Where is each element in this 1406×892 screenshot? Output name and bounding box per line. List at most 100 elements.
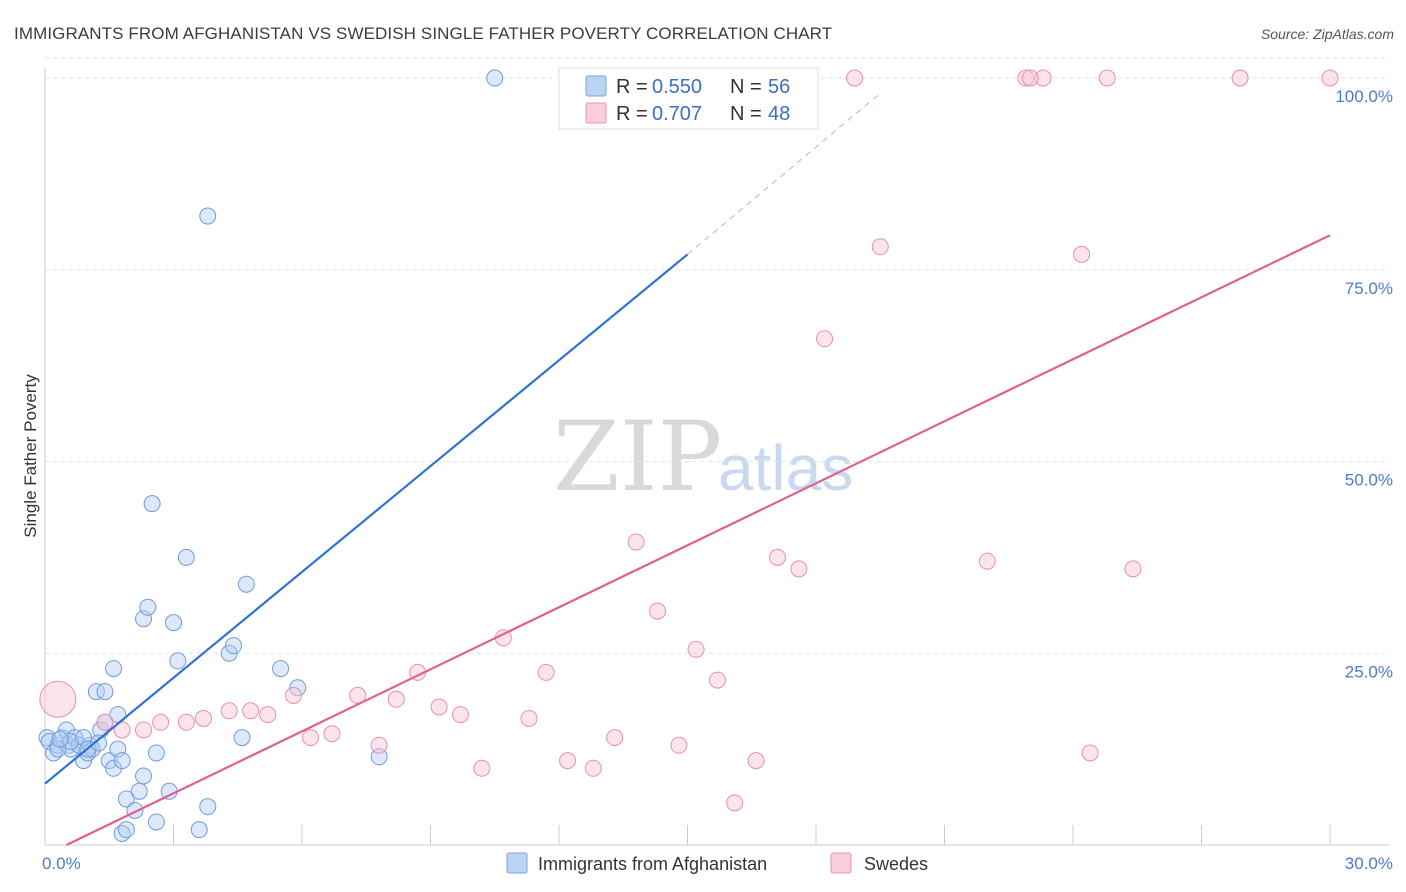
point-afghanistan-49	[486, 69, 504, 87]
point-swedes-30	[708, 671, 726, 689]
point-swedes-2	[113, 721, 131, 739]
series-legend: Immigrants from Afghanistan Swedes	[506, 852, 928, 874]
point-afghanistan-26	[117, 821, 135, 839]
point-afghanistan-48	[370, 748, 388, 766]
point-afghanistan-50	[49, 740, 67, 758]
x-tick-label-0: 0.0%	[42, 854, 81, 873]
point-swedes-12	[323, 725, 341, 743]
y-ticks: 25.0% 50.0% 75.0% 100.0%	[1335, 87, 1393, 681]
legend-n-value-afghanistan: 56	[768, 76, 790, 98]
point-swedes-7	[220, 702, 238, 720]
point-swedes-45	[1231, 69, 1249, 87]
point-afghanistan-14	[87, 683, 105, 701]
point-afghanistan-19	[105, 660, 123, 678]
series-legend-label-swedes: Swedes	[864, 854, 928, 874]
point-swedes-17	[430, 698, 448, 716]
point-swedes-42	[1098, 69, 1116, 87]
legend-r-label-swedes: R =	[616, 103, 648, 125]
legend-swatch-swedes	[585, 102, 607, 124]
trend-line-afghanistan	[44, 253, 689, 785]
legend-n-value-swedes: 48	[768, 103, 790, 125]
point-afghanistan-39	[190, 821, 208, 839]
point-afghanistan-32	[143, 495, 161, 513]
stats-legend: R = 0.550 N = 56 R = 0.707 N = 48	[558, 67, 819, 130]
point-swedes-40	[1034, 69, 1052, 87]
legend-r-value-swedes: 0.707	[652, 103, 702, 125]
point-afghanistan-51	[62, 732, 80, 750]
point-swedes-24	[584, 759, 602, 777]
point-afghanistan-37	[169, 652, 187, 670]
x-tick-label-1: 30.0%	[1345, 854, 1393, 873]
point-swedes-25	[606, 729, 624, 747]
point-afghanistan-25	[117, 790, 135, 808]
point-swedes-3	[135, 721, 153, 739]
y-axis-label: Single Father Poverty	[21, 374, 40, 538]
chart-source: Source: ZipAtlas.com	[1261, 26, 1394, 42]
series-legend-swatch-afghanistan	[506, 852, 528, 874]
legend-r-value-afghanistan: 0.550	[652, 76, 702, 98]
point-afghanistan-17	[96, 683, 114, 701]
legend-n-label-swedes: N =	[730, 103, 762, 125]
point-swedes-35	[816, 330, 834, 348]
point-swedes-32	[747, 752, 765, 770]
y-tick-label-2: 75.0%	[1345, 279, 1393, 298]
point-swedes-8	[242, 702, 260, 720]
x-ticks: 0.0% 30.0%	[42, 854, 1393, 873]
point-swedes-43	[1081, 744, 1099, 762]
point-swedes-37	[871, 238, 889, 256]
point-swedes-14	[370, 736, 388, 754]
point-swedes-18	[451, 706, 469, 724]
y-tick-label-3: 100.0%	[1335, 87, 1393, 106]
point-afghanistan-13	[83, 740, 101, 758]
point-swedes-19	[473, 759, 491, 777]
point-afghanistan-41	[199, 207, 217, 225]
point-swedes-36	[846, 69, 864, 87]
point-swedes-38	[978, 552, 996, 570]
point-swedes-26	[627, 533, 645, 551]
point-swedes-0	[39, 680, 77, 718]
point-swedes-41	[1073, 245, 1091, 263]
point-afghanistan-55	[90, 734, 108, 752]
point-swedes-9	[259, 706, 277, 724]
point-swedes-22	[537, 663, 555, 681]
legend-n-label-afghanistan: N =	[730, 76, 762, 98]
point-afghanistan-42	[220, 644, 238, 662]
point-afghanistan-54	[51, 730, 69, 748]
legend-r-label-afghanistan: R =	[616, 76, 648, 98]
point-afghanistan-36	[165, 614, 182, 632]
series-legend-swatch-swedes	[830, 852, 852, 874]
chart-title: IMMIGRANTS FROM AFGHANISTAN VS SWEDISH S…	[14, 24, 832, 43]
point-afghanistan-18	[100, 752, 118, 770]
point-swedes-11	[302, 729, 320, 747]
point-swedes-4	[152, 713, 170, 731]
point-afghanistan-33	[147, 744, 165, 762]
point-swedes-5	[177, 713, 195, 731]
point-afghanistan-43	[224, 637, 242, 655]
watermark-atlas: atlas	[718, 432, 853, 504]
series-legend-label-afghanistan: Immigrants from Afghanistan	[538, 854, 767, 874]
point-afghanistan-45	[237, 575, 255, 593]
point-afghanistan-28	[130, 782, 148, 800]
point-swedes-27	[649, 602, 667, 620]
point-afghanistan-30	[135, 767, 153, 785]
point-swedes-47	[1021, 69, 1039, 87]
point-swedes-1	[96, 713, 114, 731]
point-afghanistan-38	[177, 548, 195, 566]
point-afghanistan-47	[289, 679, 307, 697]
point-swedes-10	[284, 686, 302, 704]
legend-swatch-afghanistan	[585, 75, 607, 97]
point-swedes-21	[520, 709, 538, 727]
point-swedes-33	[768, 548, 786, 566]
trend-line-afghanistan-extension	[687, 92, 881, 255]
point-swedes-34	[790, 560, 808, 578]
point-swedes-15	[387, 690, 405, 708]
point-afghanistan-44	[233, 729, 251, 747]
grid-lines	[45, 57, 1390, 654]
y-tick-label-1: 50.0%	[1345, 471, 1393, 490]
point-afghanistan-23	[113, 752, 131, 770]
point-afghanistan-27	[126, 801, 144, 819]
point-afghanistan-31	[139, 598, 157, 616]
point-afghanistan-46	[272, 660, 290, 678]
point-swedes-44	[1124, 560, 1142, 578]
